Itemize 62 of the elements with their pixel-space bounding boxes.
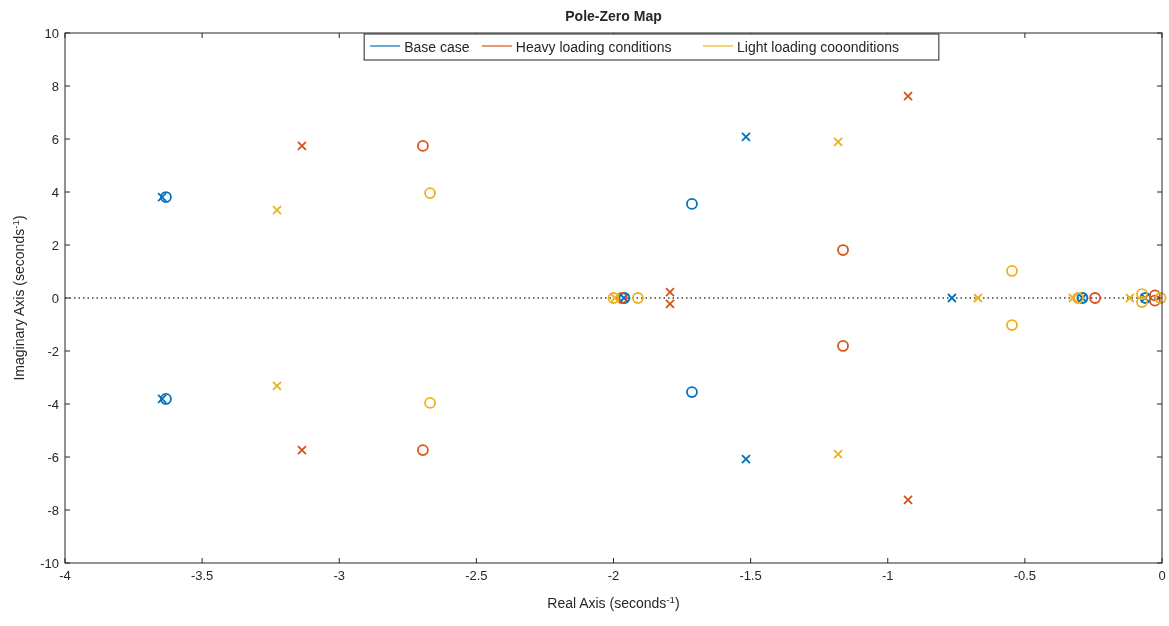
point: [632, 292, 644, 304]
point: [272, 205, 282, 215]
y-tick-label: 10: [44, 25, 59, 41]
x-axis-title: Real Axis (seconds$^{-1}$): [547, 593, 680, 611]
point: [1006, 265, 1018, 277]
point: [1067, 293, 1078, 303]
point: [1136, 296, 1148, 308]
x-tick-label: -1.5: [739, 568, 762, 583]
x-tick-label: -0.5: [1013, 568, 1037, 583]
point: [1006, 319, 1018, 331]
point: [686, 386, 698, 398]
point: [903, 495, 913, 505]
point: [417, 139, 429, 152]
y-tick-label: 4: [51, 184, 59, 200]
y-tick-label: 0: [51, 290, 59, 306]
y-tick-label: -2: [47, 343, 59, 359]
point: [947, 293, 957, 303]
y-tick-label: 2: [51, 237, 59, 253]
point: [272, 381, 282, 391]
point: [741, 454, 751, 465]
point: [1148, 294, 1161, 307]
chart-title: Pole-Zero Map: [565, 8, 662, 24]
point: [417, 444, 429, 457]
point: [741, 131, 751, 142]
legend-label: Heavy loading conditions: [515, 39, 672, 55]
y-tick-label: 6: [51, 131, 59, 147]
point: [157, 192, 167, 202]
y-tick-label: -8: [47, 502, 59, 518]
point: [665, 287, 675, 298]
point: [1072, 292, 1084, 304]
point: [837, 340, 849, 352]
x-tick-label: 0: [1158, 568, 1166, 583]
legend-label: Light loading cooonditions: [737, 39, 899, 55]
point: [1136, 288, 1148, 300]
x-tick-label: -1: [881, 568, 894, 583]
point: [686, 198, 698, 210]
legend-label: Base case: [404, 39, 470, 55]
point: [297, 445, 307, 456]
point: [1148, 289, 1161, 302]
point: [160, 393, 172, 405]
point: [297, 140, 307, 151]
point: [424, 187, 436, 199]
point: [424, 397, 436, 409]
x-tick-label: -3.5: [190, 568, 214, 583]
y-tick-label: 8: [51, 78, 59, 94]
point: [157, 394, 167, 404]
y-tick-label: -10: [40, 555, 59, 571]
x-tick-label: -3: [333, 568, 346, 583]
y-tick-label: -6: [47, 449, 59, 465]
x-tick-label: -2.5: [465, 568, 488, 583]
point: [1154, 292, 1167, 304]
point: [833, 137, 844, 147]
point: [973, 293, 983, 303]
y-tick-label: -4: [47, 396, 59, 412]
point: [903, 91, 913, 101]
point: [837, 244, 849, 256]
point: [833, 449, 844, 459]
point: [1125, 293, 1135, 303]
x-tick-label: -2: [607, 568, 620, 583]
point: [665, 298, 675, 309]
point: [1089, 292, 1101, 304]
point: [160, 191, 172, 203]
